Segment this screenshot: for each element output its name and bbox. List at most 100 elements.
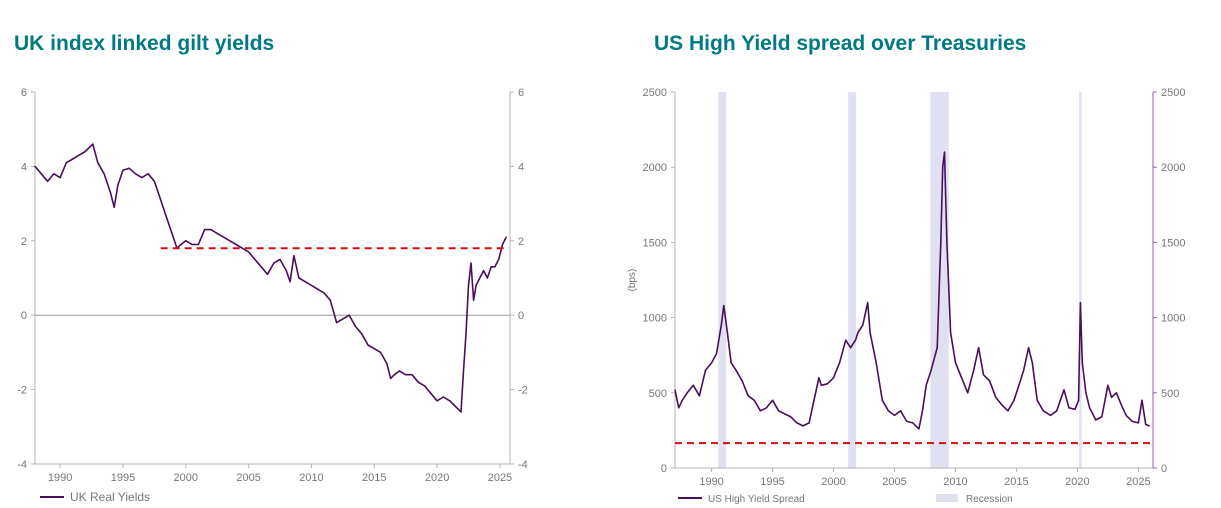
data-point [46,180,49,182]
data-point [942,166,944,168]
data-point [946,241,948,243]
data-point [1023,369,1025,371]
data-point [845,339,847,341]
chart-title: US High Yield spread over Treasuries [654,32,1027,55]
data-point [862,324,864,326]
data-point [765,407,768,409]
data-point [59,176,61,179]
data-point [479,277,481,279]
data-point [839,362,841,364]
right-y-tick-label: 1000 [1161,313,1185,325]
data-point [881,399,883,401]
right-y-tick-label: 0 [518,310,524,322]
data-point [430,392,432,394]
data-point [293,255,295,257]
data-point [1101,416,1103,418]
data-point [989,380,991,382]
data-point [452,403,455,406]
data-point [954,362,957,364]
data-point [113,206,115,208]
right-y-tick-label: -2 [518,385,528,397]
data-point [260,266,262,268]
data-point [1081,362,1083,364]
data-point [1063,389,1065,391]
y-tick-label: 1500 [643,237,667,249]
data-point [122,169,124,171]
data-point [887,410,889,412]
y-tick-label: -2 [17,385,27,397]
data-point [720,324,722,326]
data-point [185,240,187,242]
right-y-tick-label: 0 [1161,463,1167,475]
x-tick-label: 2010 [299,472,323,484]
data-point [1095,419,1097,421]
data-point [197,243,199,246]
legend-label: US High Yield Spread [708,494,805,505]
data-point [912,422,914,424]
data-point [323,292,325,294]
data-point [289,281,291,283]
x-tick-label: 1990 [699,476,723,488]
data-point [134,173,137,175]
recession-band [1079,92,1082,468]
data-point [88,147,90,149]
right-y-tick-label: 1500 [1161,237,1185,249]
data-point [808,422,810,424]
data-point [498,258,500,260]
data-point [470,262,472,264]
data-point [210,229,212,231]
data-point [117,184,119,186]
data-point [490,266,492,268]
data-point [726,332,729,334]
x-tick-label: 2000 [821,476,845,488]
data-point [248,251,250,253]
data-point [899,410,902,412]
data-point [771,399,774,401]
data-point [759,410,761,412]
data-point [1028,347,1030,349]
data-point [875,362,877,364]
data-point [678,407,680,409]
data-point [411,374,413,376]
y-tick-label: 2 [21,236,27,248]
data-point [456,407,458,409]
data-point [1120,404,1122,406]
data-point [273,262,275,264]
data-point [1141,399,1143,401]
data-point [925,384,927,386]
data-point [216,232,218,234]
x-tick-label: 1995 [111,472,135,484]
data-point [1056,410,1058,412]
data-point [943,151,946,153]
us-high-yield-chart-panel: US High Yield spread over Treasuries 0 50… [600,0,1221,508]
data-point [715,353,718,355]
data-point [1085,392,1087,394]
data-point [405,374,407,376]
data-point [790,416,792,418]
x-tick-label: 1995 [760,476,784,488]
data-point [34,165,36,167]
series-line [34,143,507,413]
x-tick-label: 2015 [1004,476,1028,488]
x-tick-label: 2025 [488,472,512,484]
data-point [229,240,231,242]
data-point [78,154,80,156]
data-point [241,247,243,249]
data-point [53,173,55,175]
data-point [949,332,952,334]
data-point [423,385,426,387]
data-point [84,150,86,153]
data-point [1074,408,1076,410]
data-point [723,304,725,307]
data-point [753,399,755,401]
data-point [442,396,444,398]
y-tick-label: 500 [649,388,667,400]
data-point [921,410,924,412]
data-point [494,266,496,268]
data-point [778,410,780,412]
us-high-yield-spread-chart: 0 500 1000 1500 2000 2500 0 500 1000 1500 2000 2500… [627,87,1185,505]
y-tick-label: 0 [21,310,27,322]
data-point [398,370,401,372]
data-point [1107,384,1109,386]
data-point [153,180,155,182]
